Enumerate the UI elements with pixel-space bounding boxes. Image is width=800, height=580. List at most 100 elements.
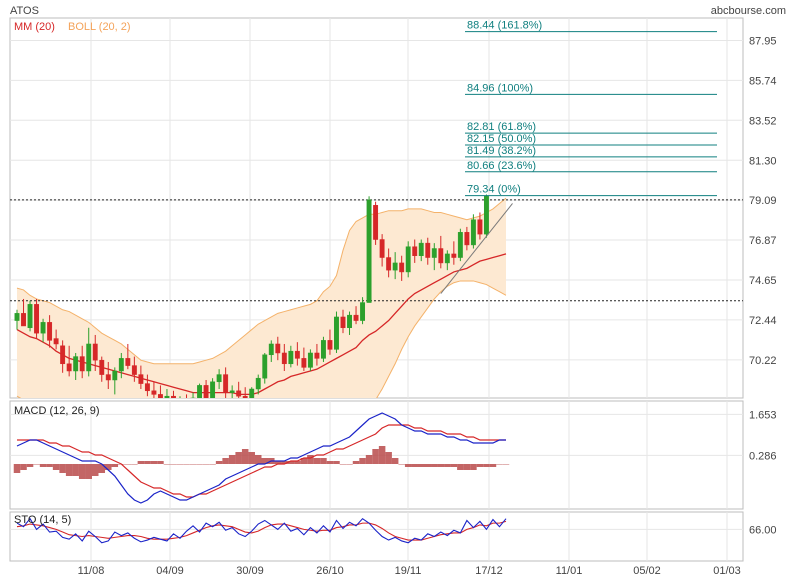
macd-histogram-bar [281, 461, 288, 464]
macd-histogram-bar [85, 464, 92, 479]
macd-histogram-bar [209, 464, 216, 465]
candle-body [431, 248, 437, 258]
source-label: abcbourse.com [711, 5, 786, 17]
macd-histogram-bar [137, 461, 145, 464]
x-tick-label: 01/03 [713, 565, 741, 577]
macd-histogram-bar [98, 464, 106, 473]
candle-body [86, 343, 92, 372]
candle-body [340, 316, 346, 329]
sto-series [16, 517, 507, 544]
macd-histogram-bar [483, 464, 490, 467]
candle-body [477, 219, 483, 235]
candle-body [412, 246, 418, 256]
y-tick-label: 79.09 [749, 195, 777, 207]
macd-histogram-bar [391, 458, 399, 464]
macd-histogram-bar [320, 458, 327, 464]
candle-body [112, 370, 118, 381]
macd-histogram-bar [444, 464, 451, 467]
fibonacci-label: 79.34 (0%) [467, 184, 521, 196]
x-tick-label: 17/12 [475, 565, 503, 577]
macd-signal-line [17, 424, 506, 498]
y-tick-label: 85.74 [749, 75, 777, 87]
candle-body [105, 374, 111, 381]
macd-histogram-bar [411, 464, 418, 467]
candle-body [60, 345, 66, 365]
candle-body [386, 257, 392, 271]
candle-body [197, 385, 203, 398]
macd-histogram-bar [489, 464, 497, 467]
candle-body [79, 356, 85, 372]
macd-histogram-bar [157, 461, 164, 464]
y-tick-label: 87.95 [749, 36, 777, 48]
macd-histogram-bar [170, 464, 177, 465]
macd-histogram-bar [124, 464, 132, 465]
candle-body [47, 322, 53, 341]
candle-body [425, 242, 431, 258]
candle-body [307, 352, 313, 368]
macd-histogram-bar [78, 464, 86, 479]
fibonacci-label: 84.96 (100%) [467, 82, 533, 94]
x-tick-label: 26/10 [316, 565, 344, 577]
legend-bollinger: BOLL (20, 2) [68, 21, 131, 33]
candle-body [392, 262, 398, 271]
price-series: 88.44 (161.8%)84.96 (100%)82.81 (61.8%)8… [10, 20, 743, 398]
macd-histogram-bar [404, 464, 412, 467]
macd-histogram-bar [228, 455, 236, 464]
macd-histogram-bar [385, 452, 392, 464]
candle-body [275, 343, 281, 354]
candle-body [151, 390, 157, 395]
macd-histogram-bar [496, 464, 503, 465]
candle-body [320, 340, 326, 359]
macd-line [16, 412, 506, 504]
macd-histogram-bar [502, 464, 510, 465]
candle-body [360, 302, 366, 321]
candle-body [255, 377, 261, 390]
candle-body [27, 304, 33, 329]
y-tick-label: 72.44 [749, 315, 777, 327]
candle-body [157, 394, 163, 398]
y-tick-label: 70.22 [749, 355, 777, 367]
macd-histogram-bar [111, 464, 119, 467]
price-clip-group [10, 194, 743, 398]
candle-body [334, 316, 339, 350]
candle-body [483, 196, 489, 235]
bollinger-lower-line [16, 280, 507, 398]
candle-body [92, 343, 98, 361]
y-tick-label: 1.653 [749, 409, 777, 421]
candle-body [99, 359, 105, 375]
candle-body [288, 350, 294, 365]
macd-histogram-bar [59, 464, 66, 473]
macd-histogram-bar [470, 464, 477, 470]
macd-histogram-bar [424, 464, 432, 467]
ma20-line [16, 253, 507, 396]
macd-histogram-bar [398, 464, 405, 465]
candle-body [34, 304, 40, 334]
macd-histogram-bar [254, 455, 262, 464]
candle-body [405, 246, 411, 273]
candle-body [444, 253, 450, 264]
candle-body [118, 358, 124, 372]
macd-histogram-bar [52, 464, 60, 470]
macd-histogram-bar [150, 461, 158, 464]
axes: 11/08 04/09 30/09 26/10 19/11 17/12 11/01 05/02… [78, 36, 777, 577]
macd-histogram-bar [235, 452, 242, 464]
macd-histogram-bar [176, 464, 184, 465]
macd-histogram-bar [476, 464, 484, 467]
macd-histogram-bar [26, 464, 34, 467]
macd-histogram-bar [183, 464, 190, 465]
macd-histogram-bar [359, 458, 366, 464]
y-tick-label: 83.52 [749, 115, 777, 127]
macd-histogram-bar [189, 464, 197, 465]
macd-histogram-bar [91, 464, 99, 476]
candle-body [249, 388, 255, 398]
macd-histogram-bar [202, 464, 210, 465]
symbol-title: ATOS [10, 5, 39, 17]
candle-body [203, 385, 209, 398]
macd-histogram-bar [463, 464, 471, 470]
macd-histogram-bar [294, 461, 301, 464]
macd-histogram-bar [105, 464, 112, 470]
macd-histogram-bar [274, 461, 282, 464]
sto-k-line [16, 517, 507, 544]
candle-body [347, 314, 352, 329]
